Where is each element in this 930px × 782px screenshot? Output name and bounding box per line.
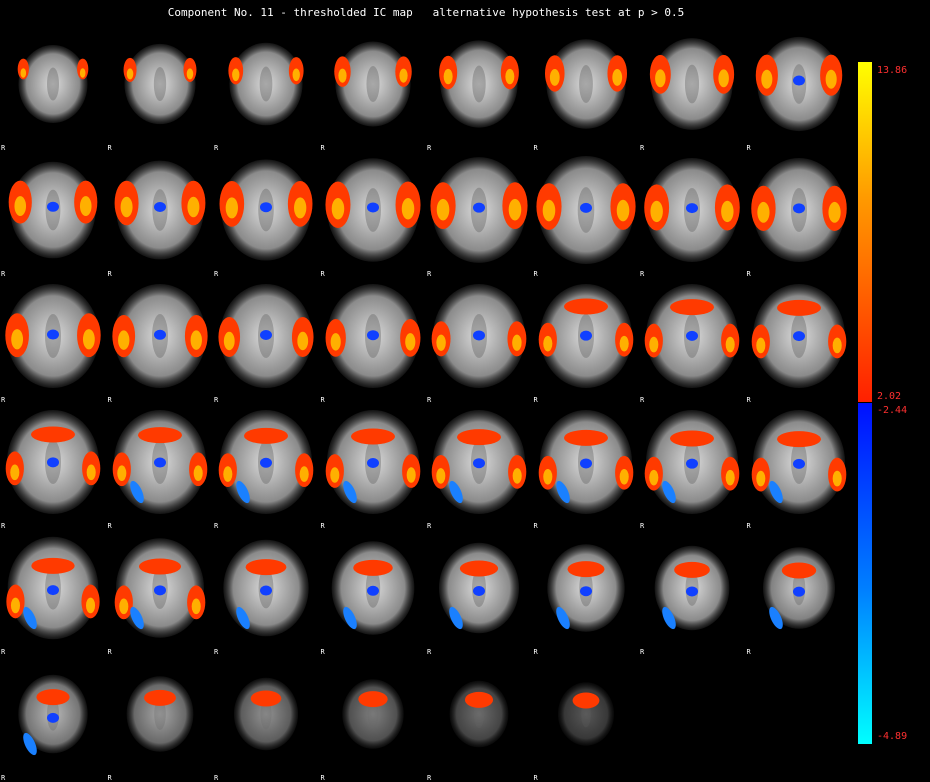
brain-slice: R	[320, 150, 426, 276]
brain-slice: R	[533, 528, 639, 654]
brain-slice: R	[426, 402, 532, 528]
brain-slice: R	[639, 276, 745, 402]
brain-slice: R	[426, 150, 532, 276]
brain-slice: R	[639, 528, 745, 654]
brain-slice: R	[533, 276, 639, 402]
brain-slice: R	[746, 150, 852, 276]
brain-slice: R	[533, 402, 639, 528]
brain-slice: R	[0, 654, 106, 780]
brain-slice: R	[213, 654, 319, 780]
brain-slice: R	[320, 528, 426, 654]
brain-slice: R	[533, 150, 639, 276]
brain-slice: R	[746, 402, 852, 528]
brain-slice: R	[0, 150, 106, 276]
brain-slice: R	[533, 654, 639, 780]
colorbar-pos-max-label: 13.86	[877, 65, 907, 76]
brain-slice: R	[426, 24, 532, 150]
brain-slice: R	[213, 24, 319, 150]
brain-slice: R	[213, 402, 319, 528]
slice-grid: R R R R R R R R R R R R R R R R R R R R R R R R R R R R R R R R R R R R R R R R…	[0, 24, 852, 780]
colorbar-pos-min-label: 2.02	[877, 391, 901, 402]
brain-slice: R	[0, 528, 106, 654]
brain-slice: R	[320, 654, 426, 780]
brain-slice: R	[746, 24, 852, 150]
colorbar-neg-min-label: -2.44	[877, 405, 907, 416]
colorbar-negative-scale	[858, 403, 872, 744]
brain-slice: R	[639, 402, 745, 528]
brain-slice: R	[107, 402, 213, 528]
brain-slice: R	[746, 276, 852, 402]
brain-slice: R	[213, 150, 319, 276]
brain-slice: R	[0, 402, 106, 528]
brain-slice: R	[0, 24, 106, 150]
brain-slice: R	[320, 402, 426, 528]
brain-slice: R	[107, 654, 213, 780]
brain-slice: R	[213, 276, 319, 402]
orientation-label: R	[640, 648, 644, 656]
brain-slice: R	[426, 654, 532, 780]
brain-slice: R	[0, 276, 106, 402]
brain-slice: R	[533, 24, 639, 150]
brain-slice: R	[320, 276, 426, 402]
brain-slice: R	[213, 528, 319, 654]
brain-slice: R	[107, 24, 213, 150]
colorbar	[858, 62, 872, 744]
orientation-label: R	[747, 648, 751, 656]
brain-slice: R	[426, 276, 532, 402]
brain-slice: R	[639, 150, 745, 276]
figure-title: Component No. 11 - thresholded IC map al…	[0, 6, 852, 19]
colorbar-neg-max-label: -4.89	[877, 731, 907, 742]
brain-slice: R	[426, 528, 532, 654]
brain-slice: R	[746, 528, 852, 654]
brain-slice: R	[107, 276, 213, 402]
brain-slice: R	[107, 150, 213, 276]
colorbar-positive-scale	[858, 62, 872, 402]
brain-slice: R	[639, 24, 745, 150]
brain-slice: R	[107, 528, 213, 654]
brain-slice: R	[320, 24, 426, 150]
